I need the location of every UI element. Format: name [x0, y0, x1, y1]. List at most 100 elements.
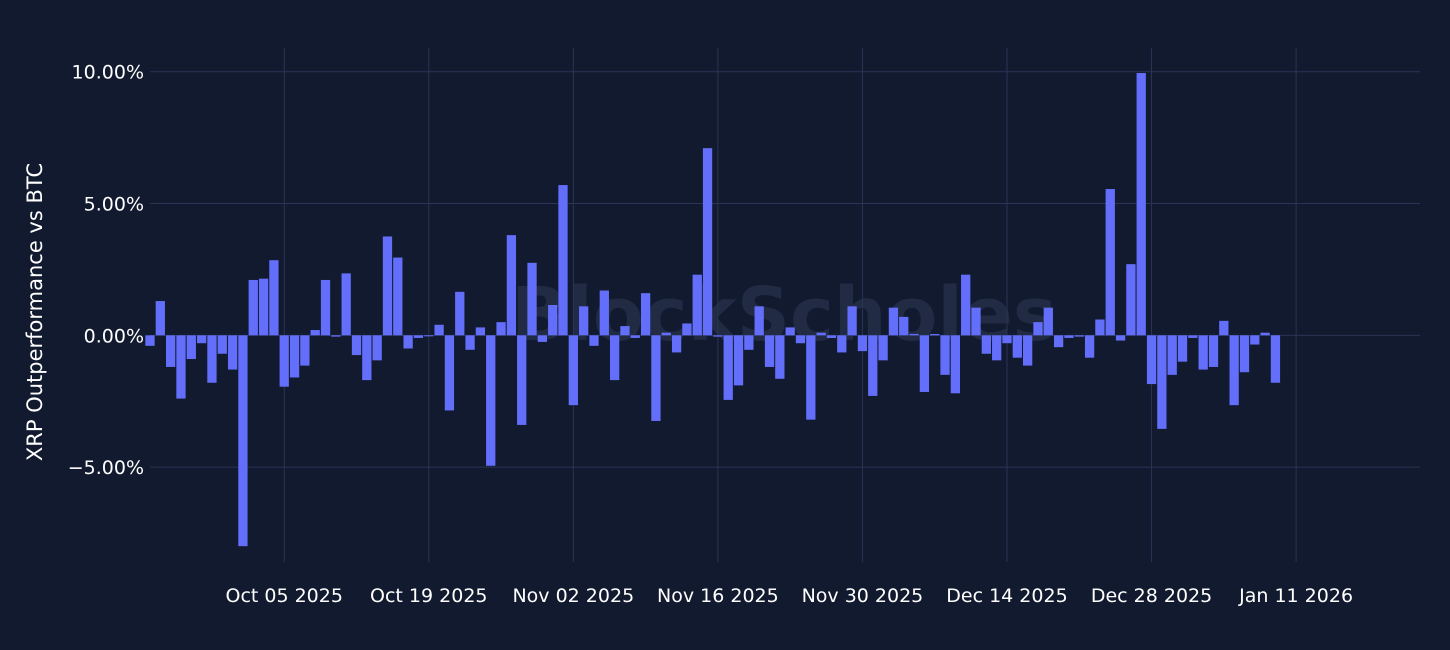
y-tick-label: 0.00% [84, 325, 144, 347]
bar [961, 274, 971, 336]
bar [382, 236, 393, 336]
bar [186, 335, 196, 360]
bar [837, 335, 847, 353]
bar [217, 335, 227, 354]
bar [362, 335, 372, 381]
bar [1219, 320, 1229, 336]
bar [992, 335, 1002, 361]
bar [640, 293, 651, 336]
bar [702, 148, 713, 336]
bar [1208, 335, 1219, 367]
bar [661, 332, 671, 336]
bar [1229, 335, 1239, 406]
bar [1157, 335, 1167, 429]
bar [300, 335, 310, 366]
bar [1012, 335, 1022, 358]
y-tick-label: 10.00% [72, 62, 144, 84]
bar [331, 335, 341, 337]
bar [444, 335, 455, 411]
bar [341, 273, 351, 336]
bar [320, 279, 331, 336]
bar [506, 235, 517, 336]
bar [424, 335, 434, 337]
bar [981, 335, 991, 354]
bar [248, 279, 258, 336]
bar [558, 185, 568, 336]
bar [393, 257, 403, 336]
bar [1105, 189, 1115, 336]
bar [692, 274, 702, 336]
bar [1177, 335, 1188, 362]
x-tick-label: Nov 02 2025 [512, 585, 634, 607]
x-tick-label: Dec 28 2025 [1091, 585, 1212, 607]
vertical-gridlines [283, 48, 1297, 562]
bar [671, 335, 682, 353]
bar [589, 335, 599, 346]
bar [878, 335, 888, 361]
bar [1188, 335, 1198, 338]
bar [682, 323, 692, 336]
bar [713, 335, 723, 337]
bar [1095, 319, 1105, 336]
bar [1260, 332, 1270, 336]
x-tick-label: Oct 19 2025 [370, 585, 487, 607]
x-tick-label: Jan 11 2026 [1238, 585, 1353, 607]
bar [651, 335, 661, 421]
bar [733, 335, 744, 386]
bar [310, 330, 320, 336]
y-axis-tick-labels: 10.00% 5.00% 0.00% −5.00% [68, 62, 144, 479]
bar [868, 335, 878, 396]
bar [207, 335, 217, 383]
bar [857, 335, 868, 352]
x-tick-label: Dec 14 2025 [946, 585, 1067, 607]
bar [1136, 73, 1146, 336]
bar [496, 322, 506, 336]
bar [888, 307, 899, 336]
bar [486, 335, 496, 466]
y-tick-label: −5.00% [68, 457, 144, 479]
bar [1250, 335, 1260, 345]
bar [465, 335, 475, 350]
bar-series [145, 73, 1281, 547]
bar [744, 335, 754, 350]
bar [919, 335, 930, 392]
bar [775, 335, 785, 379]
bar [269, 260, 279, 336]
bar [227, 335, 238, 370]
x-tick-label: Nov 30 2025 [802, 585, 924, 607]
bar [795, 335, 806, 344]
bar [455, 291, 465, 336]
bar [548, 305, 558, 336]
bar [630, 335, 640, 338]
bar [930, 333, 940, 336]
bar [599, 290, 609, 336]
bar [1115, 335, 1126, 341]
bar [1239, 335, 1250, 373]
bar [816, 332, 826, 336]
bar [1198, 335, 1208, 370]
horizontal-gridlines [150, 71, 1420, 468]
bar [351, 335, 362, 356]
y-axis-title: XRP Outperformance vs BTC [23, 163, 47, 461]
bar [826, 335, 837, 338]
bar [785, 327, 795, 336]
bar [196, 335, 207, 344]
bar [279, 335, 289, 387]
x-tick-label: Nov 16 2025 [657, 585, 779, 607]
bar [909, 333, 919, 336]
bar [434, 324, 444, 336]
bar [940, 335, 950, 375]
bar [289, 335, 300, 378]
x-axis-tick-labels: Oct 05 2025 Oct 19 2025 Nov 02 2025 Nov 16 … [225, 585, 1353, 607]
bar [1270, 335, 1281, 383]
bar [899, 316, 909, 336]
bar [1043, 307, 1053, 336]
bar [1167, 335, 1177, 375]
bar [1084, 335, 1095, 358]
bar [1053, 335, 1064, 348]
bar [238, 335, 248, 547]
bar [806, 335, 816, 420]
bar [145, 335, 155, 346]
bar [950, 335, 961, 394]
